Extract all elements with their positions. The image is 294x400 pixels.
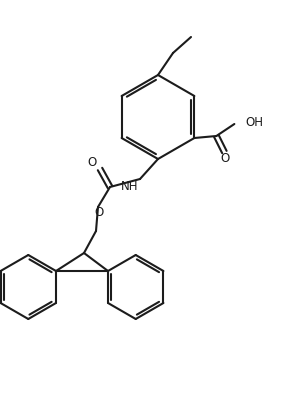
Text: O: O: [221, 152, 230, 166]
Text: O: O: [87, 156, 97, 168]
Text: O: O: [94, 206, 103, 220]
Text: NH: NH: [121, 180, 139, 194]
Text: OH: OH: [245, 116, 263, 128]
